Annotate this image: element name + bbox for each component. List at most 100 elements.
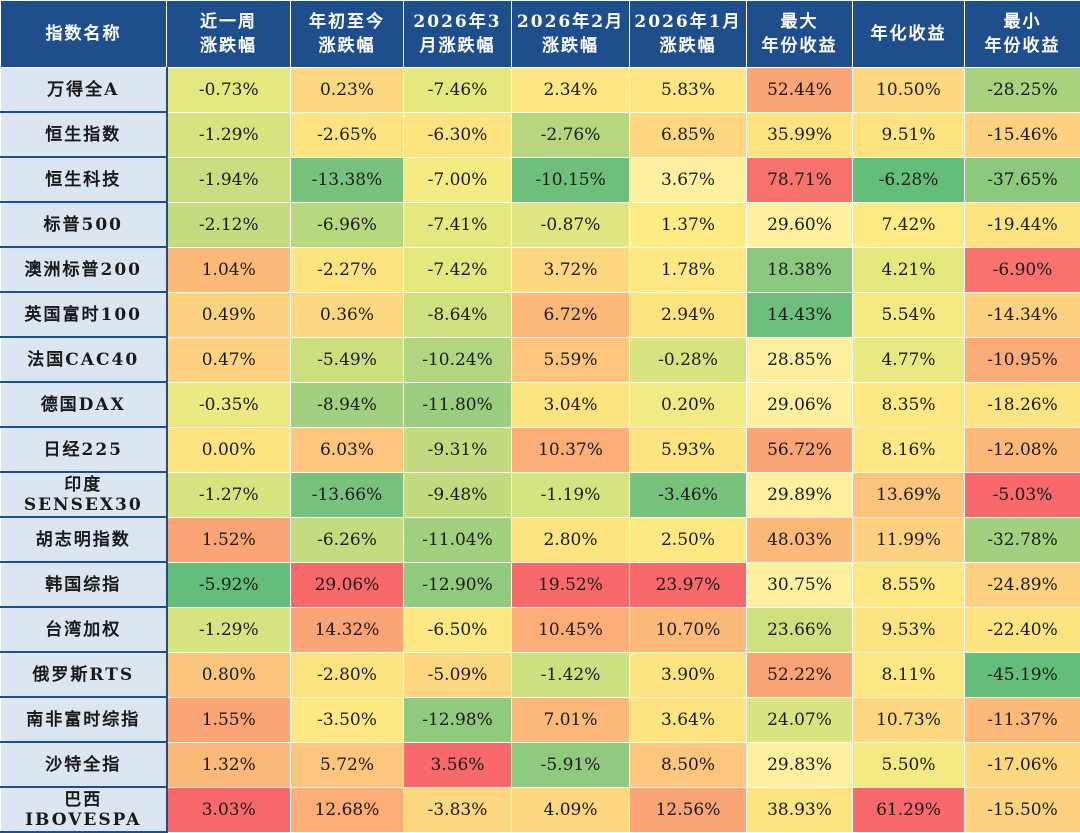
column-header-line: 指数名称 xyxy=(46,24,122,44)
index-name: 英国富时100 xyxy=(25,305,143,325)
value-cell: -6.90% xyxy=(965,247,1080,292)
index-name: 胡志明指数 xyxy=(36,530,131,550)
value-cell: -5.09% xyxy=(404,652,512,697)
table-row: 台湾加权-1.29%14.32%-6.50%10.45%10.70%23.66%… xyxy=(1,607,1080,652)
index-name-cell: 万得全A xyxy=(1,68,167,113)
index-name-cell: 韩国综指 xyxy=(1,562,167,607)
value-cell: -18.26% xyxy=(965,382,1080,427)
value-cell: 28.85% xyxy=(747,337,853,382)
value-cell: -3.50% xyxy=(291,697,404,742)
value-cell: -22.40% xyxy=(965,607,1080,652)
value-cell: 5.72% xyxy=(291,742,404,787)
value-cell: -6.28% xyxy=(853,157,965,202)
value-cell: 48.03% xyxy=(747,517,853,562)
value-cell: 12.68% xyxy=(291,787,404,832)
value-cell: 5.93% xyxy=(630,427,747,472)
value-cell: -6.26% xyxy=(291,517,404,562)
column-header-0: 指数名称 xyxy=(1,1,167,68)
value-cell: 5.54% xyxy=(853,292,965,337)
column-header-4: 2026年2月涨跌幅 xyxy=(512,1,630,68)
value-cell: 9.53% xyxy=(853,607,965,652)
value-cell: 10.45% xyxy=(512,607,630,652)
index-name: 澳洲标普200 xyxy=(25,260,143,280)
value-cell: 12.56% xyxy=(630,787,747,832)
value-cell: -14.34% xyxy=(965,292,1080,337)
column-header-line: 涨跌幅 xyxy=(660,36,717,56)
value-cell: 52.22% xyxy=(747,652,853,697)
index-name-cell: 恒生指数 xyxy=(1,112,167,157)
index-name: 恒生科技 xyxy=(45,170,121,190)
value-cell: -7.42% xyxy=(404,247,512,292)
index-name-cell: 沙特全指 xyxy=(1,742,167,787)
value-cell: 19.52% xyxy=(512,562,630,607)
column-header-line: 最小 xyxy=(1004,12,1042,32)
value-cell: 8.55% xyxy=(853,562,965,607)
value-cell: -1.29% xyxy=(167,112,291,157)
value-cell: -11.37% xyxy=(965,697,1080,742)
value-cell: 3.64% xyxy=(630,697,747,742)
value-cell: 6.72% xyxy=(512,292,630,337)
index-name: 沙特全指 xyxy=(45,755,121,775)
column-header-line: 年初至今 xyxy=(309,12,385,32)
value-cell: -9.48% xyxy=(404,472,512,517)
value-cell: 29.60% xyxy=(747,202,853,247)
index-name-cell: 澳洲标普200 xyxy=(1,247,167,292)
value-cell: -12.90% xyxy=(404,562,512,607)
value-cell: -3.46% xyxy=(630,472,747,517)
value-cell: -7.00% xyxy=(404,157,512,202)
value-cell: 6.85% xyxy=(630,112,747,157)
column-header-line: 2026年3 xyxy=(413,12,501,32)
value-cell: 38.93% xyxy=(747,787,853,832)
value-cell: -15.50% xyxy=(965,787,1080,832)
column-header-5: 2026年1月涨跌幅 xyxy=(630,1,747,68)
value-cell: 3.03% xyxy=(167,787,291,832)
value-cell: 52.44% xyxy=(747,68,853,113)
index-name-cell: 俄罗斯RTS xyxy=(1,652,167,697)
value-cell: -5.92% xyxy=(167,562,291,607)
value-cell: 10.37% xyxy=(512,427,630,472)
value-cell: -6.96% xyxy=(291,202,404,247)
value-cell: 0.49% xyxy=(167,292,291,337)
value-cell: -1.19% xyxy=(512,472,630,517)
value-cell: 8.16% xyxy=(853,427,965,472)
value-cell: 13.69% xyxy=(853,472,965,517)
value-cell: -28.25% xyxy=(965,68,1080,113)
value-cell: -5.91% xyxy=(512,742,630,787)
value-cell: -8.64% xyxy=(404,292,512,337)
value-cell: -1.29% xyxy=(167,607,291,652)
value-cell: 61.29% xyxy=(853,787,965,832)
value-cell: 0.20% xyxy=(630,382,747,427)
value-cell: 14.43% xyxy=(747,292,853,337)
value-cell: -5.49% xyxy=(291,337,404,382)
value-cell: -1.94% xyxy=(167,157,291,202)
value-cell: -2.65% xyxy=(291,112,404,157)
index-name: 万得全A xyxy=(47,80,119,100)
value-cell: -2.76% xyxy=(512,112,630,157)
value-cell: -10.95% xyxy=(965,337,1080,382)
index-name: 韩国综指 xyxy=(45,575,121,595)
index-name: IBOVESPA xyxy=(25,810,141,830)
value-cell: -5.03% xyxy=(965,472,1080,517)
value-cell: 18.38% xyxy=(747,247,853,292)
value-cell: -24.89% xyxy=(965,562,1080,607)
value-cell: 0.36% xyxy=(291,292,404,337)
value-cell: 3.67% xyxy=(630,157,747,202)
value-cell: -3.83% xyxy=(404,787,512,832)
value-cell: -10.15% xyxy=(512,157,630,202)
value-cell: 7.42% xyxy=(853,202,965,247)
value-cell: -13.38% xyxy=(291,157,404,202)
value-cell: 29.83% xyxy=(747,742,853,787)
column-header-line: 涨跌幅 xyxy=(319,36,376,56)
table-row: 恒生科技-1.94%-13.38%-7.00%-10.15%3.67%78.71… xyxy=(1,157,1080,202)
column-header-line: 年份收益 xyxy=(985,36,1061,56)
index-name-cell: 恒生科技 xyxy=(1,157,167,202)
value-cell: 3.72% xyxy=(512,247,630,292)
value-cell: 1.52% xyxy=(167,517,291,562)
column-header-line: 近一周 xyxy=(200,12,257,32)
